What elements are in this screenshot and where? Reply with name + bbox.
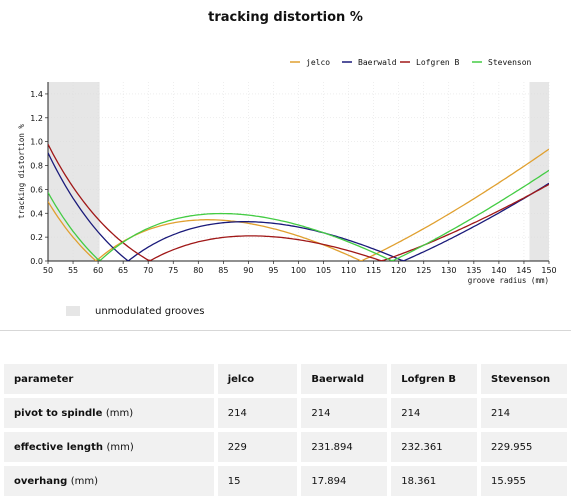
x-tick-label: 125 [416,266,431,275]
row-unit: (mm) [70,475,99,487]
row-label-text: effective length [14,441,103,453]
separator [0,330,571,331]
unmodulated-region [529,82,549,261]
x-tick-label: 80 [193,266,203,275]
unmodulated-region [48,82,100,261]
legend-label: Lofgren B [416,58,460,67]
x-tick-label: 90 [243,266,253,275]
y-tick-label: 0.6 [30,185,43,194]
table-row: overhang (mm) 15 17.894 18.361 15.955 [4,466,567,496]
row-label: effective length (mm) [4,432,214,462]
y-tick-label: 1.0 [30,138,43,147]
row-label: pivot to spindle (mm) [4,398,214,428]
table-cell: 232.361 [391,432,478,462]
x-tick-label: 50 [43,266,53,275]
legend-label: Stevenson [488,58,532,67]
y-tick-label: 0.8 [30,162,43,171]
chart-title: tracking distortion % [208,10,363,25]
x-tick-label: 65 [118,266,128,275]
legend-label: jelco [306,58,330,67]
x-tick-label: 60 [93,266,103,275]
header-stevenson: Stevenson [481,364,567,394]
table-row: effective length (mm) 229 231.894 232.36… [4,432,567,462]
x-axis-title: groove radius (mm) [468,276,549,285]
table-cell: 15 [217,466,298,496]
table-cell: 17.894 [301,466,388,496]
table-cell: 214 [481,398,567,428]
x-tick-label: 115 [366,266,381,275]
y-tick-label: 1.2 [30,114,43,123]
y-axis-title: tracking distortion % [17,124,26,219]
x-tick-label: 130 [441,266,456,275]
x-tick-label: 55 [68,266,78,275]
header-parameter: parameter [4,364,214,394]
unmodulated-swatch [66,306,80,316]
unmodulated-label: unmodulated grooves [95,305,205,317]
x-tick-label: 95 [268,266,278,275]
table-cell: 214 [301,398,388,428]
x-tick-label: 135 [466,266,481,275]
row-label: overhang (mm) [4,466,214,496]
table-cell: 229 [217,432,298,462]
x-tick-label: 140 [491,266,506,275]
row-unit: (mm) [106,441,134,453]
series-line-baerwald [48,152,549,261]
table-row: pivot to spindle (mm) 214 214 214 214 [4,398,567,428]
header-baerwald: Baerwald [301,364,388,394]
legend-label: Baerwald [358,58,397,67]
table-cell: 18.361 [391,466,478,496]
table-cell: 231.894 [301,432,388,462]
x-tick-label: 100 [291,266,306,275]
x-tick-label: 110 [341,266,356,275]
table-cell: 214 [217,398,298,428]
x-tick-label: 85 [218,266,228,275]
table-cell: 229.955 [481,432,567,462]
unmodulated-legend: unmodulated grooves [66,304,204,318]
x-tick-label: 120 [391,266,406,275]
header-jelco: jelco [217,364,298,394]
header-lofgren-b: Lofgren B [391,364,478,394]
series-line-lofgren-b [48,143,549,261]
y-tick-label: 0.2 [30,233,43,242]
parameter-table: parameter jelco Baerwald Lofgren B Steve… [0,360,571,500]
y-tick-label: 0.0 [30,257,43,266]
x-tick-label: 75 [168,266,178,275]
row-label-text: overhang [14,475,68,487]
table-header-row: parameter jelco Baerwald Lofgren B Steve… [4,364,567,394]
tracking-distortion-chart: 50 55 60 65 70 75 80 85 90 95 100 105 110 115 120 125 13… [17,58,557,285]
y-tick-label: 0.4 [30,209,43,218]
series-line-stevenson [48,169,549,261]
row-unit: (mm) [105,407,134,419]
table-cell: 15.955 [481,466,567,496]
x-tick-label: 150 [541,266,556,275]
row-label-text: pivot to spindle [14,407,103,419]
x-tick-label: 70 [143,266,153,275]
x-tick-label: 105 [316,266,331,275]
y-tick-label: 1.4 [30,90,43,99]
x-tick-label: 145 [516,266,531,275]
table-cell: 214 [391,398,478,428]
